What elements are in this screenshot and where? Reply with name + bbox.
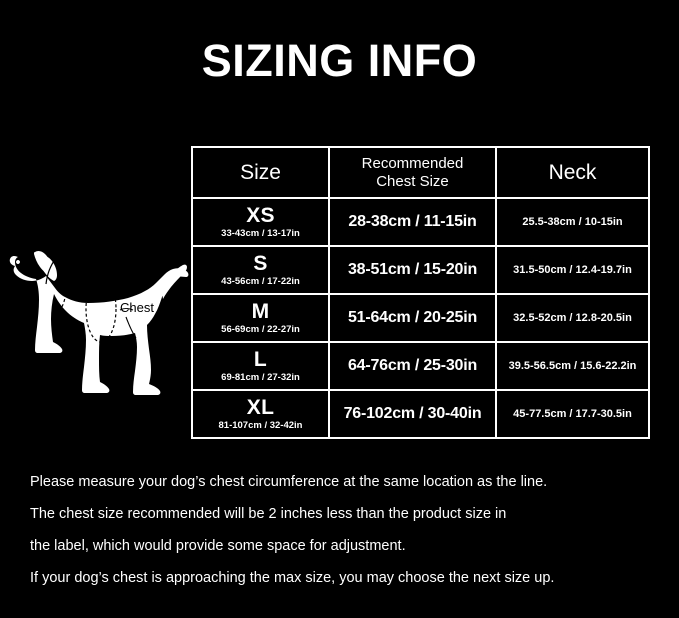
size-label: M — [251, 300, 270, 324]
cell-neck: 32.5-52cm / 12.8-20.5in — [495, 293, 650, 343]
cell-chest: 51-64cm / 20-25in — [328, 293, 497, 343]
cell-neck: 45-77.5cm / 17.7-30.5in — [495, 389, 650, 439]
cell-size: L 69-81cm / 27-32in — [191, 341, 330, 391]
size-sublabel: 81-107cm / 32-42in — [218, 420, 303, 432]
cell-chest: 38-51cm / 15-20in — [328, 245, 497, 295]
cell-neck: 31.5-50cm / 12.4-19.7in — [495, 245, 650, 295]
size-label: S — [253, 252, 268, 276]
table-row: M 56-69cm / 22-27in 51-64cm / 20-25in 32… — [191, 293, 650, 343]
note-line-1: Please measure your dog’s chest circumfe… — [30, 474, 548, 490]
table-row: L 69-81cm / 27-32in 64-76cm / 25-30in 39… — [191, 341, 650, 391]
cell-size: XL 81-107cm / 32-42in — [191, 389, 330, 439]
dog-illustration: Neck Chest — [8, 222, 190, 402]
dog-ear — [39, 255, 57, 281]
size-label: L — [253, 348, 268, 372]
column-header-size: Size — [191, 146, 330, 199]
cell-neck: 39.5-56.5cm / 15.6-22.2in — [495, 341, 650, 391]
cell-neck: 25.5-38cm / 10-15in — [495, 197, 650, 247]
haunch-detail — [119, 307, 134, 311]
column-header-chest-line1: Recommended — [361, 154, 464, 172]
hind-leg-detail — [125, 316, 137, 339]
note-line-4: If your dog’s chest is approaching the m… — [30, 570, 555, 586]
table-header: Size Recommended Chest Size Neck — [191, 146, 650, 199]
note-line-2: The chest size recommended will be 2 inc… — [30, 506, 507, 522]
size-sublabel: 43-56cm / 17-22in — [221, 276, 300, 288]
size-label: XS — [246, 204, 275, 228]
cell-chest: 28-38cm / 11-15in — [328, 197, 497, 247]
dog-body-silhouette — [9, 250, 189, 395]
column-header-neck: Neck — [495, 146, 650, 199]
size-sublabel: 33-43cm / 13-17in — [221, 228, 300, 240]
neck-label: Neck — [70, 280, 100, 295]
cell-size: S 43-56cm / 17-22in — [191, 245, 330, 295]
cell-size: M 56-69cm / 22-27in — [191, 293, 330, 343]
size-label: XL — [246, 396, 275, 420]
page-title: SIZING INFO — [201, 35, 478, 86]
sizing-table: Size Recommended Chest Size Neck XS 33-4… — [191, 146, 650, 439]
front-leg-detail — [57, 305, 64, 332]
table-row: XL 81-107cm / 32-42in 76-102cm / 30-40in… — [191, 389, 650, 439]
column-header-chest: Recommended Chest Size — [328, 146, 497, 199]
size-sublabel: 56-69cm / 22-27in — [221, 324, 300, 336]
table-header-row: Size Recommended Chest Size Neck — [191, 146, 650, 199]
chest-measurement-line — [85, 275, 117, 343]
size-sublabel: 69-81cm / 27-32in — [221, 372, 300, 384]
column-header-chest-line2: Chest Size — [376, 172, 449, 190]
chest-label: Chest — [120, 300, 154, 315]
notes-block: Please measure your dog’s chest circumfe… — [30, 466, 650, 594]
cell-chest: 64-76cm / 25-30in — [328, 341, 497, 391]
neck-measurement-line-back — [45, 257, 57, 285]
note-line-3: the label, which would provide some spac… — [30, 538, 406, 554]
table-row: XS 33-43cm / 13-17in 28-38cm / 11-15in 2… — [191, 197, 650, 247]
cell-chest: 76-102cm / 30-40in — [328, 389, 497, 439]
table-body: XS 33-43cm / 13-17in 28-38cm / 11-15in 2… — [191, 197, 650, 439]
table-row: S 43-56cm / 17-22in 38-51cm / 15-20in 31… — [191, 245, 650, 295]
cell-size: XS 33-43cm / 13-17in — [191, 197, 330, 247]
